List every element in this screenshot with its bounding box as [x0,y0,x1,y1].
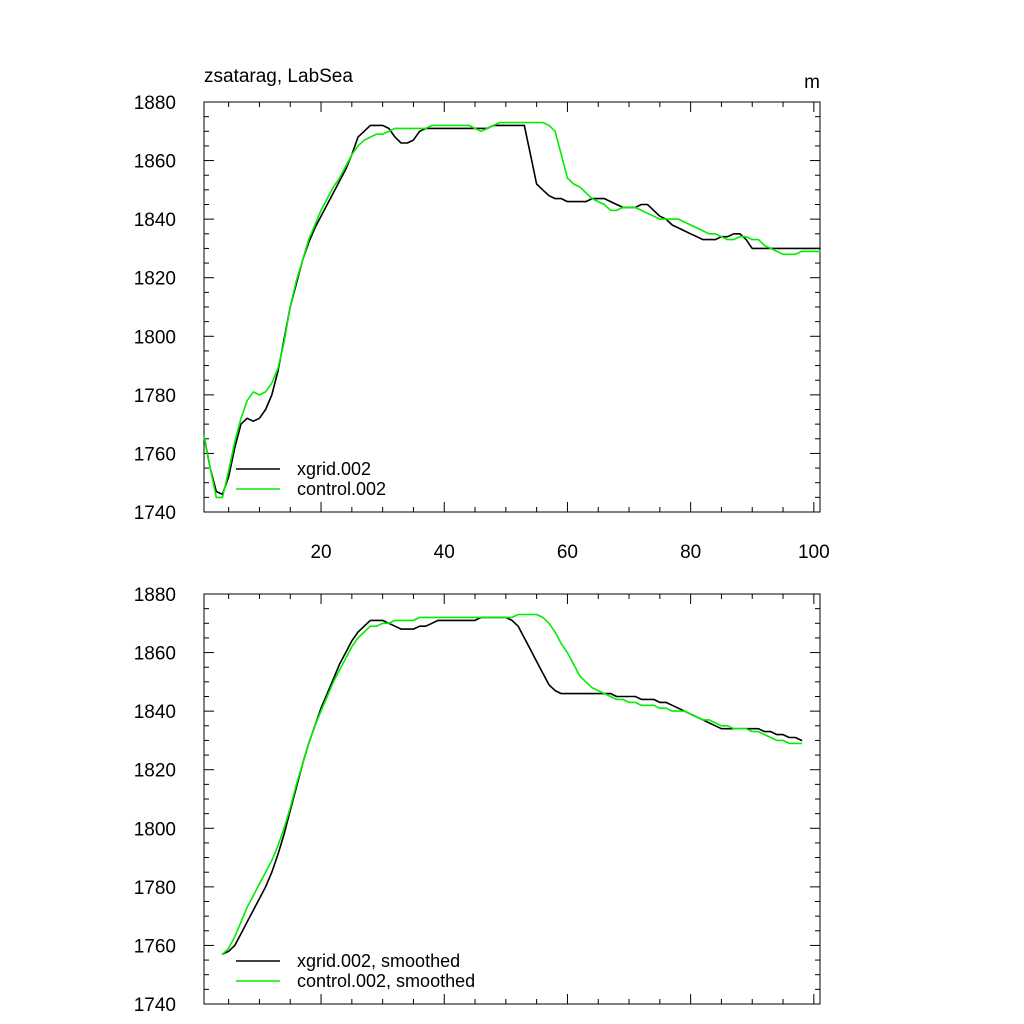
series-line-xgrid [203,124,821,496]
y-tick-label: 1860 [134,152,176,173]
y-tick-label: 1820 [134,269,176,290]
units-label: m [804,72,820,93]
x-tick-label: 80 [680,542,701,563]
y-tick-label: 1780 [134,878,176,899]
y-tick-label: 1840 [134,702,176,723]
x-tick-label: 20 [310,542,331,563]
y-tick-label: 1760 [134,936,176,957]
plot-frame [203,593,821,1005]
y-tick-label: 1760 [134,444,176,465]
chart-title: zsatarag, LabSea [204,66,353,87]
y-tick-label: 1800 [134,819,176,840]
y-tick-label: 1840 [134,210,176,231]
legend-label: xgrid.002, smoothed [297,951,460,971]
legend-label: control.002, smoothed [297,971,475,991]
y-tick-label: 1800 [134,327,176,348]
y-tick-label: 1740 [134,503,176,524]
y-tick-label: 1880 [134,93,176,114]
series-line-xgrid [221,616,803,955]
legend-label: control.002 [297,479,386,499]
series-line-control [221,613,803,955]
x-tick-label: 60 [557,542,578,563]
y-tick-label: 1860 [134,644,176,665]
x-tick-label: 100 [798,542,830,563]
y-tick-label: 1820 [134,761,176,782]
legend-label: xgrid.002 [297,459,371,479]
y-tick-label: 1740 [134,995,176,1016]
y-tick-label: 1780 [134,386,176,407]
top-panel: 1740 1760 1780 1800 1820 1840 1860 1880 20 40 60 80… [134,93,830,563]
plot-frame [203,101,821,513]
bottom-panel: 1740 1760 1780 1800 1820 1840 1860 1880 xgrid.00… [134,585,821,1016]
x-tick-label: 40 [434,542,455,563]
y-tick-label: 1880 [134,585,176,606]
series-line-control [203,121,821,499]
